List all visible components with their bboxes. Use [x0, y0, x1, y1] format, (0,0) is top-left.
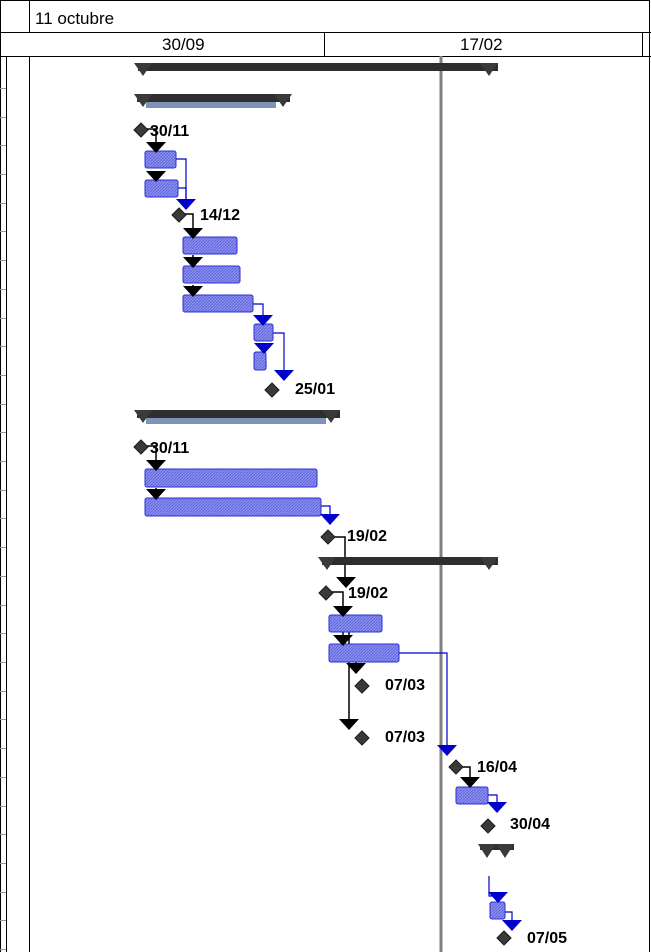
- milestone-diamond: [318, 585, 334, 601]
- task-bar: [144, 497, 322, 517]
- milestone-diamond: [354, 678, 370, 694]
- milestone-diamond: [448, 759, 464, 775]
- summary-bars: [134, 63, 514, 858]
- task-bar: [182, 236, 238, 255]
- task-bar: [144, 179, 179, 198]
- milestone-diamond: [320, 529, 336, 545]
- milestone-labels: 30/11 14/12 25/01 30/11 19/02 19/02 07/0…: [150, 123, 567, 947]
- milestone-label: 19/02: [348, 585, 388, 602]
- summary-bar-phase-4: [478, 844, 514, 858]
- milestone-label: 07/05: [527, 930, 567, 947]
- task-bar: [182, 294, 254, 313]
- milestone-label: 16/04: [477, 759, 517, 776]
- task-bar: [144, 468, 318, 488]
- task-bars: [144, 150, 506, 920]
- task-bar: [455, 786, 489, 805]
- milestone-label: 07/03: [385, 729, 425, 746]
- task-bar: [253, 351, 267, 371]
- milestone-diamond: [171, 207, 187, 223]
- milestone-diamond: [264, 382, 280, 398]
- timescale-label-end: 17/02: [460, 35, 503, 54]
- timescale-label-start: 30/09: [162, 35, 205, 54]
- summary-bar-phase-2: [134, 410, 340, 424]
- left-panel-edge: [0, 56, 30, 952]
- task-bar: [182, 265, 241, 284]
- milestone-label: 07/03: [385, 677, 425, 694]
- summary-bar-phase-1: [134, 94, 292, 108]
- milestone-diamond: [133, 122, 149, 138]
- milestone-diamond: [480, 818, 496, 834]
- milestone-label: 30/11: [150, 123, 189, 140]
- milestone-diamond: [496, 930, 512, 946]
- timescale-top-label: 11 octubre: [35, 9, 114, 28]
- task-bar: [328, 643, 400, 663]
- task-bar: [328, 614, 383, 633]
- milestones: [133, 122, 512, 946]
- milestone-label: 25/01: [295, 381, 335, 398]
- summary-bar-project: [134, 63, 498, 76]
- task-bar: [489, 901, 506, 920]
- link-arrowheads: [146, 142, 522, 931]
- task-bar: [253, 323, 274, 342]
- task-bar: [144, 150, 177, 169]
- milestone-diamond: [133, 439, 149, 455]
- summary-bar-phase-3: [318, 557, 498, 570]
- milestone-label: 30/04: [510, 816, 550, 833]
- milestone-diamond: [354, 730, 370, 746]
- milestone-label: 19/02: [347, 528, 387, 545]
- milestone-label: 14/12: [200, 207, 240, 224]
- milestone-label: 30/11: [150, 440, 189, 457]
